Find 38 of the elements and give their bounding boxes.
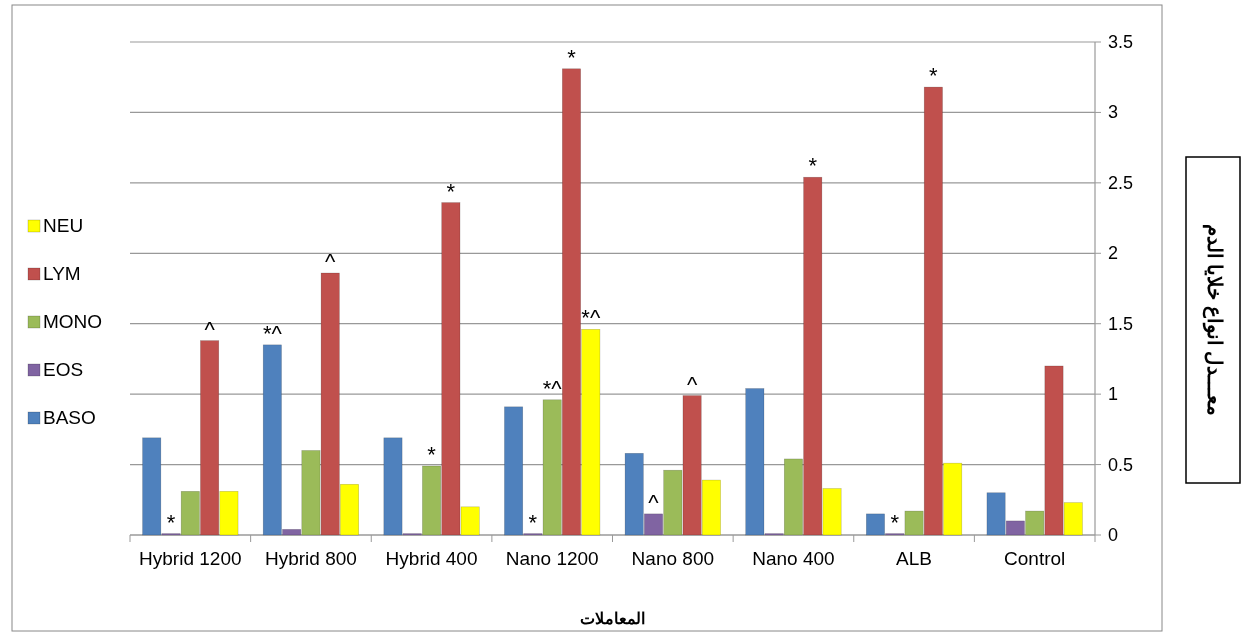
data-label: * [567,44,577,70]
x-tick-label: Nano 1200 [505,548,599,569]
data-label: *^ [581,305,601,331]
legend-label: EOS [43,359,84,380]
legend-label: BASO [43,407,96,428]
data-label: ^ [686,371,698,397]
x-tick-label: Control [1004,548,1066,569]
data-label: *^ [542,375,563,401]
y-tick-label: 2 [1108,243,1119,264]
y-axis-title: معـــدل انواع خلايا الدم [1201,223,1226,417]
legend-label: NEU [43,215,84,236]
data-label: ^ [204,316,216,342]
y-tick-label: 3.5 [1108,32,1134,52]
data-label: *^ [262,320,283,346]
data-label: * [166,509,176,535]
data-label: * [808,153,818,179]
legend-label: LYM [43,263,81,284]
legend-label: MONO [43,311,103,332]
x-tick-label: Nano 400 [752,548,835,569]
y-tick-label: 0.5 [1108,454,1134,475]
x-tick-label: ALB [896,548,933,569]
y-tick-label: 1 [1108,384,1119,405]
x-axis-title: المعاملات [580,610,645,627]
data-label: * [446,178,456,204]
x-tick-label: Nano 800 [631,548,715,569]
x-tick-label: Hybrid 800 [264,548,357,569]
data-label: * [528,509,538,535]
data-label: * [929,63,939,89]
y-tick-label: 1.5 [1108,313,1134,334]
x-tick-label: Hybrid 1200 [139,548,242,569]
data-label: * [427,441,437,467]
y-tick-label: 0 [1108,525,1119,545]
y-tick-label: 3 [1108,102,1119,123]
data-label: ^ [325,249,337,275]
y-tick-label: 2.5 [1108,172,1134,193]
data-label: ^ [648,489,660,515]
data-label: * [890,509,900,535]
x-tick-label: Hybrid 400 [385,548,478,569]
